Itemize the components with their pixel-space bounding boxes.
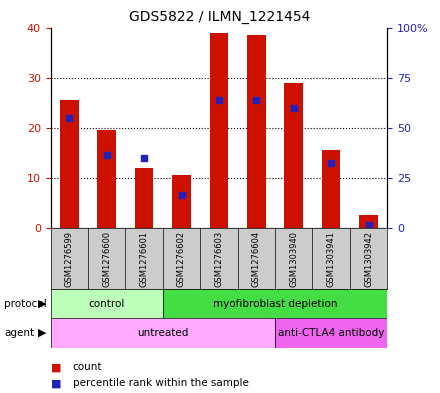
Text: GSM1303942: GSM1303942 bbox=[364, 231, 373, 287]
Point bbox=[103, 152, 110, 158]
Text: control: control bbox=[88, 299, 125, 309]
Bar bbox=[275, 318, 387, 348]
Bar bbox=[322, 150, 341, 228]
Text: GSM1276601: GSM1276601 bbox=[139, 231, 149, 287]
Text: GSM1276602: GSM1276602 bbox=[177, 231, 186, 287]
Bar bbox=[163, 289, 387, 318]
Text: anti-CTLA4 antibody: anti-CTLA4 antibody bbox=[278, 328, 384, 338]
Text: protocol: protocol bbox=[4, 299, 47, 309]
Text: ■: ■ bbox=[51, 378, 61, 388]
Point bbox=[327, 160, 335, 166]
Text: myofibroblast depletion: myofibroblast depletion bbox=[213, 299, 337, 309]
Bar bbox=[284, 83, 303, 228]
Text: ■: ■ bbox=[51, 362, 61, 373]
Text: GDS5822 / ILMN_1221454: GDS5822 / ILMN_1221454 bbox=[129, 10, 311, 24]
Bar bbox=[51, 318, 275, 348]
Bar bbox=[172, 175, 191, 228]
Point bbox=[178, 192, 185, 198]
Bar bbox=[209, 33, 228, 228]
Bar bbox=[247, 35, 266, 228]
Text: ▶: ▶ bbox=[38, 328, 46, 338]
Text: GSM1276600: GSM1276600 bbox=[102, 231, 111, 287]
Point bbox=[216, 97, 222, 103]
Bar bbox=[135, 168, 154, 228]
Text: count: count bbox=[73, 362, 102, 373]
Point bbox=[141, 155, 148, 161]
Text: GSM1276603: GSM1276603 bbox=[214, 231, 224, 287]
Text: GSM1276604: GSM1276604 bbox=[252, 231, 261, 287]
Point bbox=[365, 222, 372, 229]
Point bbox=[253, 97, 260, 103]
Text: GSM1303941: GSM1303941 bbox=[326, 231, 336, 287]
Text: agent: agent bbox=[4, 328, 34, 338]
Text: GSM1276599: GSM1276599 bbox=[65, 231, 74, 287]
Bar bbox=[60, 100, 79, 228]
Point bbox=[290, 105, 297, 111]
Text: untreated: untreated bbox=[137, 328, 188, 338]
Text: percentile rank within the sample: percentile rank within the sample bbox=[73, 378, 249, 388]
Bar bbox=[359, 215, 378, 228]
Text: ▶: ▶ bbox=[38, 299, 46, 309]
Text: GSM1303940: GSM1303940 bbox=[289, 231, 298, 287]
Bar bbox=[97, 130, 116, 228]
Point bbox=[66, 115, 73, 121]
Bar bbox=[51, 289, 163, 318]
